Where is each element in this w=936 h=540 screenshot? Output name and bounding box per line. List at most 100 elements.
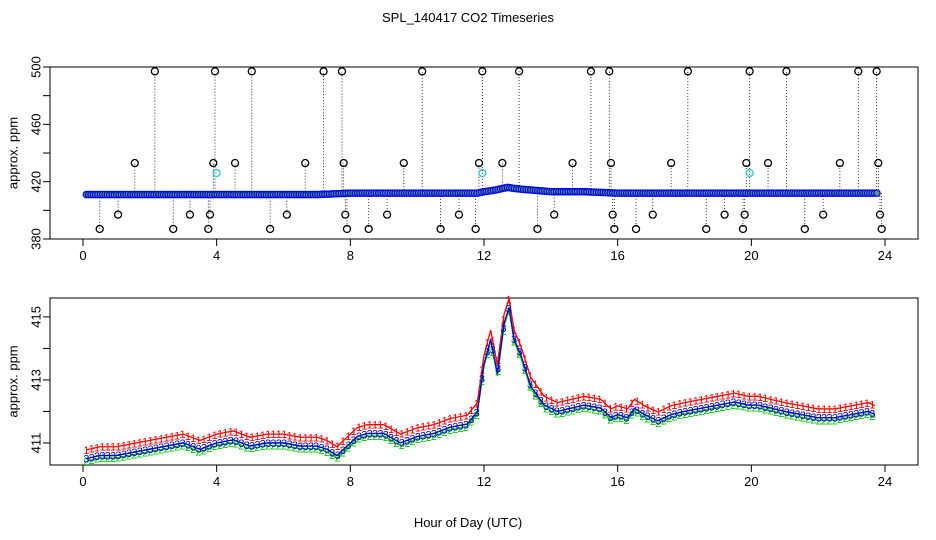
series-1-marker: 1 bbox=[591, 393, 597, 405]
series-3-marker: 3 bbox=[778, 406, 784, 418]
series-1-marker: 1 bbox=[768, 394, 774, 406]
series-3-marker: 3 bbox=[693, 404, 699, 416]
series-2-marker: 2 bbox=[180, 441, 186, 453]
series-1-marker: 1 bbox=[233, 427, 239, 439]
series-2-marker: 2 bbox=[618, 413, 624, 425]
series-2-marker: 2 bbox=[661, 416, 667, 428]
series-1-marker: 1 bbox=[527, 370, 533, 382]
outlier-point bbox=[550, 210, 559, 219]
series-1-marker: 1 bbox=[238, 429, 244, 441]
series-2-marker: 2 bbox=[89, 455, 95, 467]
series-1-marker: 1 bbox=[228, 426, 234, 438]
series-2-marker: 2 bbox=[399, 440, 405, 452]
series-3-marker: 3 bbox=[442, 424, 448, 436]
series-2-marker: 2 bbox=[655, 418, 661, 430]
series-3-marker: 3 bbox=[249, 441, 255, 453]
series-1-marker: 1 bbox=[532, 379, 538, 391]
series-3-marker: 3 bbox=[147, 444, 153, 456]
series-2-marker: 2 bbox=[142, 448, 148, 460]
series-2-marker: 2 bbox=[270, 440, 276, 452]
series-1-marker: 1 bbox=[249, 432, 255, 444]
series-3-marker: 3 bbox=[682, 406, 688, 418]
top-x-tick-label: 12 bbox=[477, 248, 491, 263]
outlier-point bbox=[648, 210, 657, 219]
series-1-marker: 1 bbox=[709, 392, 715, 404]
series-2-marker: 2 bbox=[335, 452, 341, 464]
series-1-marker: 1 bbox=[372, 420, 378, 432]
series-2-marker: 2 bbox=[169, 443, 175, 455]
series-3-marker: 3 bbox=[703, 402, 709, 414]
series-2-marker: 2 bbox=[506, 306, 512, 318]
series-1-marker: 1 bbox=[153, 434, 159, 446]
series-2-marker: 2 bbox=[586, 404, 592, 416]
series-3-marker: 3 bbox=[655, 416, 661, 428]
series-2-marker: 2 bbox=[174, 442, 180, 454]
outlier-point bbox=[631, 224, 641, 234]
series-3-marker: 3 bbox=[725, 398, 731, 410]
outlier-point bbox=[666, 158, 676, 168]
series-1-marker: 1 bbox=[222, 427, 228, 439]
series-2-marker: 2 bbox=[372, 431, 378, 443]
outlier-point bbox=[474, 158, 484, 168]
outlier-point bbox=[399, 158, 408, 168]
series-3-marker: 3 bbox=[431, 428, 437, 440]
series-3-line bbox=[86, 307, 876, 460]
series-3-marker: 3 bbox=[340, 445, 346, 457]
series-3-marker: 3 bbox=[244, 440, 250, 452]
outlier-point bbox=[720, 210, 729, 219]
series-3-marker: 3 bbox=[351, 435, 357, 447]
series-1-marker: 1 bbox=[340, 436, 346, 448]
top-y-tick-label: 460 bbox=[28, 113, 43, 135]
series-3-marker: 3 bbox=[479, 373, 485, 385]
outlier-point bbox=[113, 210, 123, 219]
series-3-marker: 3 bbox=[265, 438, 271, 450]
series-3-marker: 3 bbox=[677, 408, 683, 420]
series-2-marker: 2 bbox=[559, 408, 565, 420]
series-2-marker: 2 bbox=[762, 404, 768, 416]
series-1-marker: 1 bbox=[869, 400, 875, 412]
series-1-marker: 1 bbox=[752, 391, 758, 403]
series-3-marker: 3 bbox=[810, 412, 816, 424]
series-3-marker: 3 bbox=[752, 400, 758, 412]
bottom-y-tick-label: 413 bbox=[28, 369, 43, 391]
series-1-marker: 1 bbox=[843, 402, 849, 414]
outlier-point bbox=[301, 158, 310, 168]
series-2-marker: 2 bbox=[826, 415, 832, 427]
series-1-marker: 1 bbox=[832, 404, 838, 416]
series-2-marker: 2 bbox=[393, 438, 399, 450]
series-1-marker: 1 bbox=[548, 395, 554, 407]
series-1-marker: 1 bbox=[254, 431, 260, 443]
series-3-marker: 3 bbox=[180, 438, 186, 450]
series-1-marker: 1 bbox=[137, 437, 143, 449]
series-3-marker: 3 bbox=[543, 401, 549, 413]
series-2-marker: 2 bbox=[233, 438, 239, 450]
series-2-marker: 2 bbox=[302, 444, 308, 456]
series-1-marker: 1 bbox=[805, 402, 811, 414]
top-x-tick-label: 20 bbox=[744, 248, 758, 263]
series-3-marker: 3 bbox=[495, 364, 501, 376]
bottom-x-tick-label: 16 bbox=[610, 474, 624, 489]
series-2-marker: 2 bbox=[206, 443, 212, 455]
series-3-marker: 3 bbox=[377, 428, 383, 440]
outlier-point bbox=[169, 224, 178, 234]
outlier-point bbox=[740, 210, 749, 219]
series-3-marker: 3 bbox=[468, 414, 474, 426]
series-1-line bbox=[86, 298, 876, 451]
series-2-marker: 2 bbox=[634, 407, 640, 419]
series-1-marker: 1 bbox=[351, 426, 357, 438]
series-1-marker: 1 bbox=[490, 336, 496, 348]
series-3-marker: 3 bbox=[581, 400, 587, 412]
series-1-marker: 1 bbox=[554, 397, 560, 409]
outlier-point bbox=[204, 224, 213, 234]
x-axis-label: Hour of Day (UTC) bbox=[414, 515, 522, 530]
series-2-marker: 2 bbox=[752, 403, 758, 415]
series-3-marker: 3 bbox=[393, 436, 399, 448]
series-1-marker: 1 bbox=[773, 396, 779, 408]
series-1-marker: 1 bbox=[495, 355, 501, 367]
series-1-marker: 1 bbox=[335, 441, 341, 453]
series-2-marker: 2 bbox=[99, 453, 105, 465]
series-1-marker: 1 bbox=[484, 338, 490, 350]
series-1-marker: 1 bbox=[864, 398, 870, 410]
top-x-tick-label: 0 bbox=[79, 248, 86, 263]
series-2-marker: 2 bbox=[703, 405, 709, 417]
